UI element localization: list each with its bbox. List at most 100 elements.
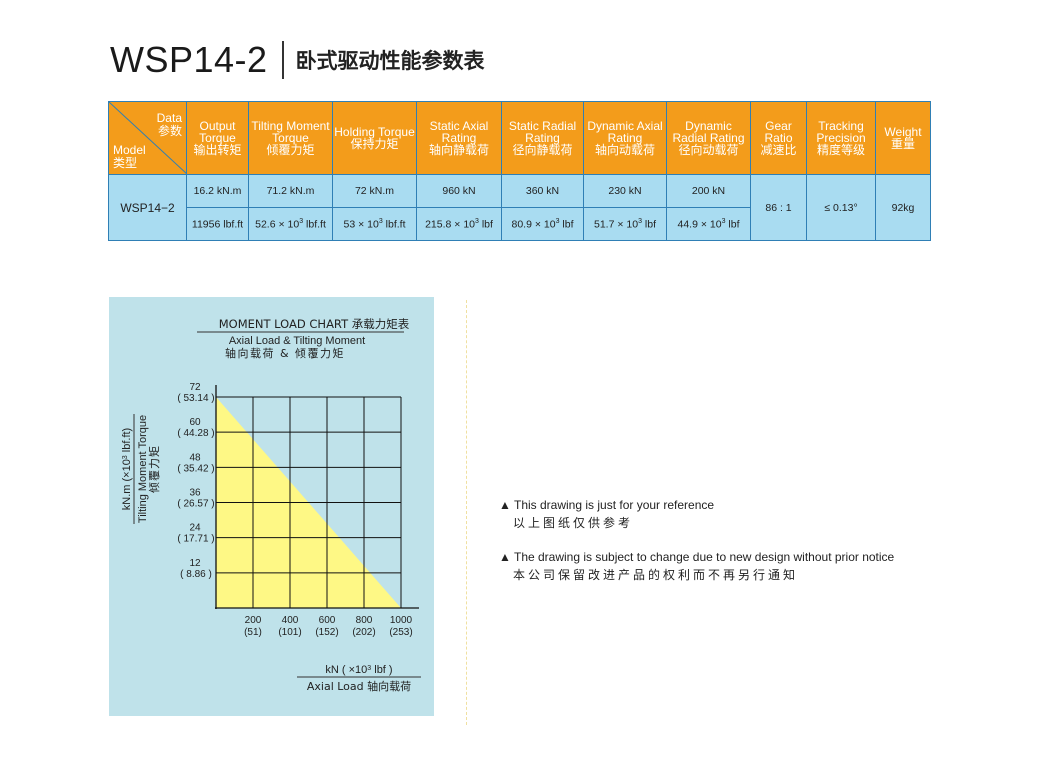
column-header-en: Static Axial Rating [429,119,489,145]
column-header-zh: 减速比 [760,143,797,157]
column-header-zh: 轴向静载荷 [428,143,489,157]
column-header-zh: 保持力矩 [350,137,399,151]
x-tick-sublabel: (152) [315,627,338,638]
note-zh: 以上图纸仅供参考 [513,516,634,530]
column-header-en: Dynamic Axial Rating [587,119,663,145]
table-cell: 960 kN [416,174,502,208]
y-tick-sublabel: ( 44.28 ) [177,428,214,439]
column-header: Weight 重量 [875,101,931,175]
column-header-zh: 精度等级 [816,143,865,157]
y-axis-label-en: Tilting Moment Torque [137,415,149,523]
exponent: 3 [475,217,479,225]
exponent: 3 [638,217,642,225]
unit: lbf [478,218,493,231]
note-item: ▲ This drawing is just for your referenc… [499,497,894,533]
x-axis-unit: kN ( ×103 lbf ) [325,664,392,676]
y-unit-end: lbf.ft) [121,428,133,456]
column-header: Gear Ratio 减速比 [750,101,807,175]
page-subtitle: 卧式驱动性能参数表 [295,49,485,73]
table-cell: 230 kN [583,174,667,208]
unit: lbf [559,218,574,231]
value: 80.9 × 10 [511,218,556,231]
y-tick-sublabel: ( 35.42 ) [177,463,214,474]
y-axis-label: kN.m (×103 lbf.ft) Tilting Moment Torque… [121,414,161,524]
value: 44.9 × 10 [677,218,722,231]
note-zh: 本公司保留改进产品的权利而不再另行通知 [513,568,799,582]
table-cell: 215.8 × 103 lbf [416,207,502,241]
corner-data-zh: 参数 [157,124,182,138]
y-unit-exp: 3 [122,455,129,459]
column-header-en: Dynamic Radial Rating [672,119,745,145]
exponent: 3 [378,217,383,225]
exponent: 3 [721,217,726,225]
imperial-row: 11956 lbf.ft 52.6 × 103 lbf.ft 53 × 103 … [109,207,931,241]
corner-data-en: Data [156,111,182,125]
model-cell: WSP14−2 [108,174,187,241]
divider-dashed [466,300,467,725]
page-title: WSP14-2 [110,39,268,80]
table-cell: 200 kN [666,174,751,208]
title-divider [281,41,284,79]
table-cell: 71.2 kN.m [248,174,333,208]
y-tick-label: 60 [189,417,201,428]
spec-header-row: Data 参数 Model 类型 Output Torque 输出转矩 Tilti… [108,101,931,175]
chart-subtitle-zh: 轴向载荷 & 倾覆力矩 [225,346,345,360]
column-header-en: Tracking Precision [816,119,866,145]
column-header: Static Radial Rating 径向静载荷 [501,101,584,175]
x-tick-sublabel: (253) [389,627,412,638]
exponent: 3 [555,217,560,225]
metric-row: WSP14−2 16.2 kN.m 71.2 kN.m 72 kN.m 960 … [108,174,931,241]
note-item: ▲ The drawing is subject to change due t… [499,549,894,585]
column-header-en: Gear Ratio [764,119,793,145]
column-header-zh: 重量 [890,137,915,151]
column-header: Static Axial Rating 轴向静载荷 [416,101,502,175]
precision-cell: ≤ 0.13° [806,174,876,241]
chart-title: MOMENT LOAD CHART 承载力矩表 [219,317,410,331]
x-tick-label: 1000 [390,615,413,626]
y-tick-sublabel: ( 53.14 ) [177,393,214,404]
column-header-en: Tilting Moment Torque [251,119,330,145]
y-tick-label: 12 [189,558,201,569]
x-tick-sublabel: (101) [278,627,301,638]
moment-load-chart-panel: MOMENT LOAD CHART 承载力矩表 Axial Load & Til… [109,297,434,716]
x-tick-label: 800 [356,615,373,626]
chart-grid [215,385,419,609]
column-header: Dynamic Radial Rating 径向动载荷 [666,101,751,175]
x-tick-sublabel: (51) [244,627,262,638]
y-tick-label: 48 [189,452,201,463]
weight-cell: 92kg [875,174,931,241]
unit: lbf [725,218,740,231]
table-cell: 16.2 kN.m [186,174,249,208]
column-header: Holding Torque 保持力矩 [332,101,417,175]
y-tick-sublabel: ( 26.57 ) [177,499,214,510]
column-header-zh: 径向静载荷 [512,143,573,157]
table-cell: 72 kN.m [332,174,417,208]
value: 51.7 × 10 [593,218,639,231]
x-tick-label: 200 [245,615,262,626]
column-header-en: Holding Torque [334,125,415,139]
column-header: Output Torque 输出转矩 [186,101,249,175]
y-tick-label: 24 [189,523,201,534]
note-en: ▲ This drawing is just for your referenc… [499,498,715,512]
x-unit-end: lbf ) [371,664,392,676]
unit: lbf [641,218,656,231]
unit: lbf.ft [382,218,406,231]
x-tick-sublabel: (202) [352,627,375,638]
y-axis-unit: kN.m (×103 lbf.ft) [121,428,133,510]
chart-ticks: 12( 8.86 ) 24( 17.71 ) 36( 26.57 ) 48( 35.4… [177,382,412,638]
x-axis-label: Axial Load 轴向载荷 [307,679,411,693]
column-header-en: Static Radial Rating [508,119,577,145]
corner-diagonal [109,102,187,174]
value: 52.6 × 10 [255,218,300,231]
moment-load-chart: MOMENT LOAD CHART 承载力矩表 Axial Load & Til… [121,317,421,693]
spec-table: Data 参数 Model 类型 Output Torque 输出转矩 Tilti… [108,101,931,241]
y-tick-label: 72 [189,382,201,393]
column-header-en: Output Torque [199,119,236,145]
table-cell: 80.9 × 103 lbf [501,207,584,241]
unit: lbf.ft [303,218,326,231]
column-header: Tracking Precision 精度等级 [806,101,876,175]
value: 11956 lbf.ft [191,218,244,231]
gear-ratio-cell: 86 : 1 [750,174,807,241]
column-header-zh: 输出转矩 [193,143,242,157]
note-en: ▲ The drawing is subject to change due t… [499,550,895,564]
